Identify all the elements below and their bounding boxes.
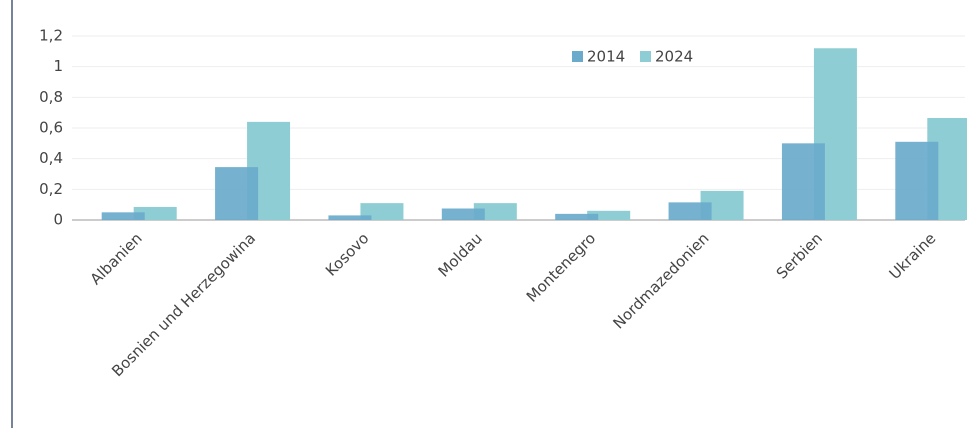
y-tick-label: 1,2 [39,27,63,45]
legend-label: 2014 [587,48,625,66]
bar [781,143,825,220]
y-tick-label: 0 [53,211,63,229]
x-tick-label: Montenegro [523,229,599,305]
x-tick-label: Serbien [773,229,826,282]
y-tick-label: 0,8 [39,88,63,106]
bar [328,215,372,220]
x-tick-label: Nordmazedonien [609,229,712,332]
legend-swatch [572,51,583,62]
y-tick-label: 0,4 [39,149,63,167]
bar [101,212,145,220]
y-tick-label: 1 [53,57,63,75]
y-tick-label: 0,6 [39,119,63,137]
bar [215,167,259,220]
x-tick-label: Albanien [87,229,146,288]
bar [555,213,599,220]
bar [587,210,631,220]
legend-label: 2024 [655,48,693,66]
bar [441,208,485,220]
x-tick-label: Moldau [435,229,486,280]
bar [668,202,712,220]
bar [895,141,939,220]
x-tick-label: Ukraine [886,229,940,283]
x-tick-label: Kosovo [322,229,372,279]
legend-swatch [640,51,651,62]
y-tick-label: 0,2 [39,180,63,198]
